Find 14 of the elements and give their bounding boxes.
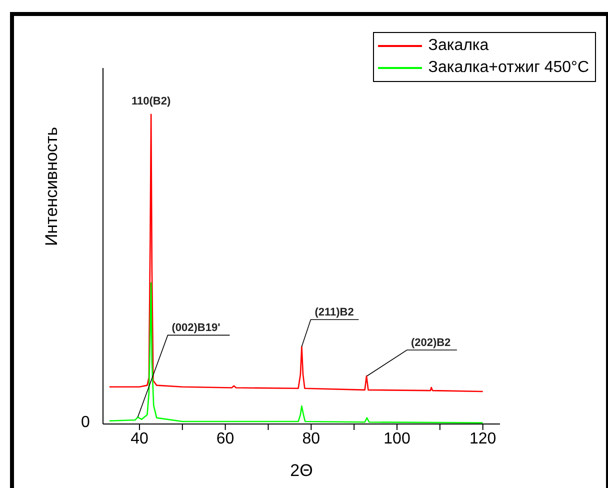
x-tick-label: 40 bbox=[130, 430, 148, 448]
x-tick-label: 80 bbox=[302, 430, 320, 448]
y-axis-title: Интенсивность bbox=[42, 126, 62, 246]
annotation: (002)B19' bbox=[172, 322, 221, 334]
x-tick-label: 100 bbox=[384, 430, 410, 448]
x-tick-label: 120 bbox=[469, 430, 496, 448]
annotation: (202)B2 bbox=[410, 337, 451, 350]
legend-label: Закалка bbox=[428, 37, 489, 55]
annotation: 110(B2) bbox=[132, 95, 171, 108]
text: 0 bbox=[81, 414, 90, 432]
x-tick-label: 60 bbox=[216, 430, 234, 448]
legend-label: Закалка+отжиг 450°C bbox=[428, 59, 589, 77]
x-axis-title: 2Θ bbox=[290, 461, 313, 480]
annotation: (211)B2 bbox=[314, 306, 354, 319]
